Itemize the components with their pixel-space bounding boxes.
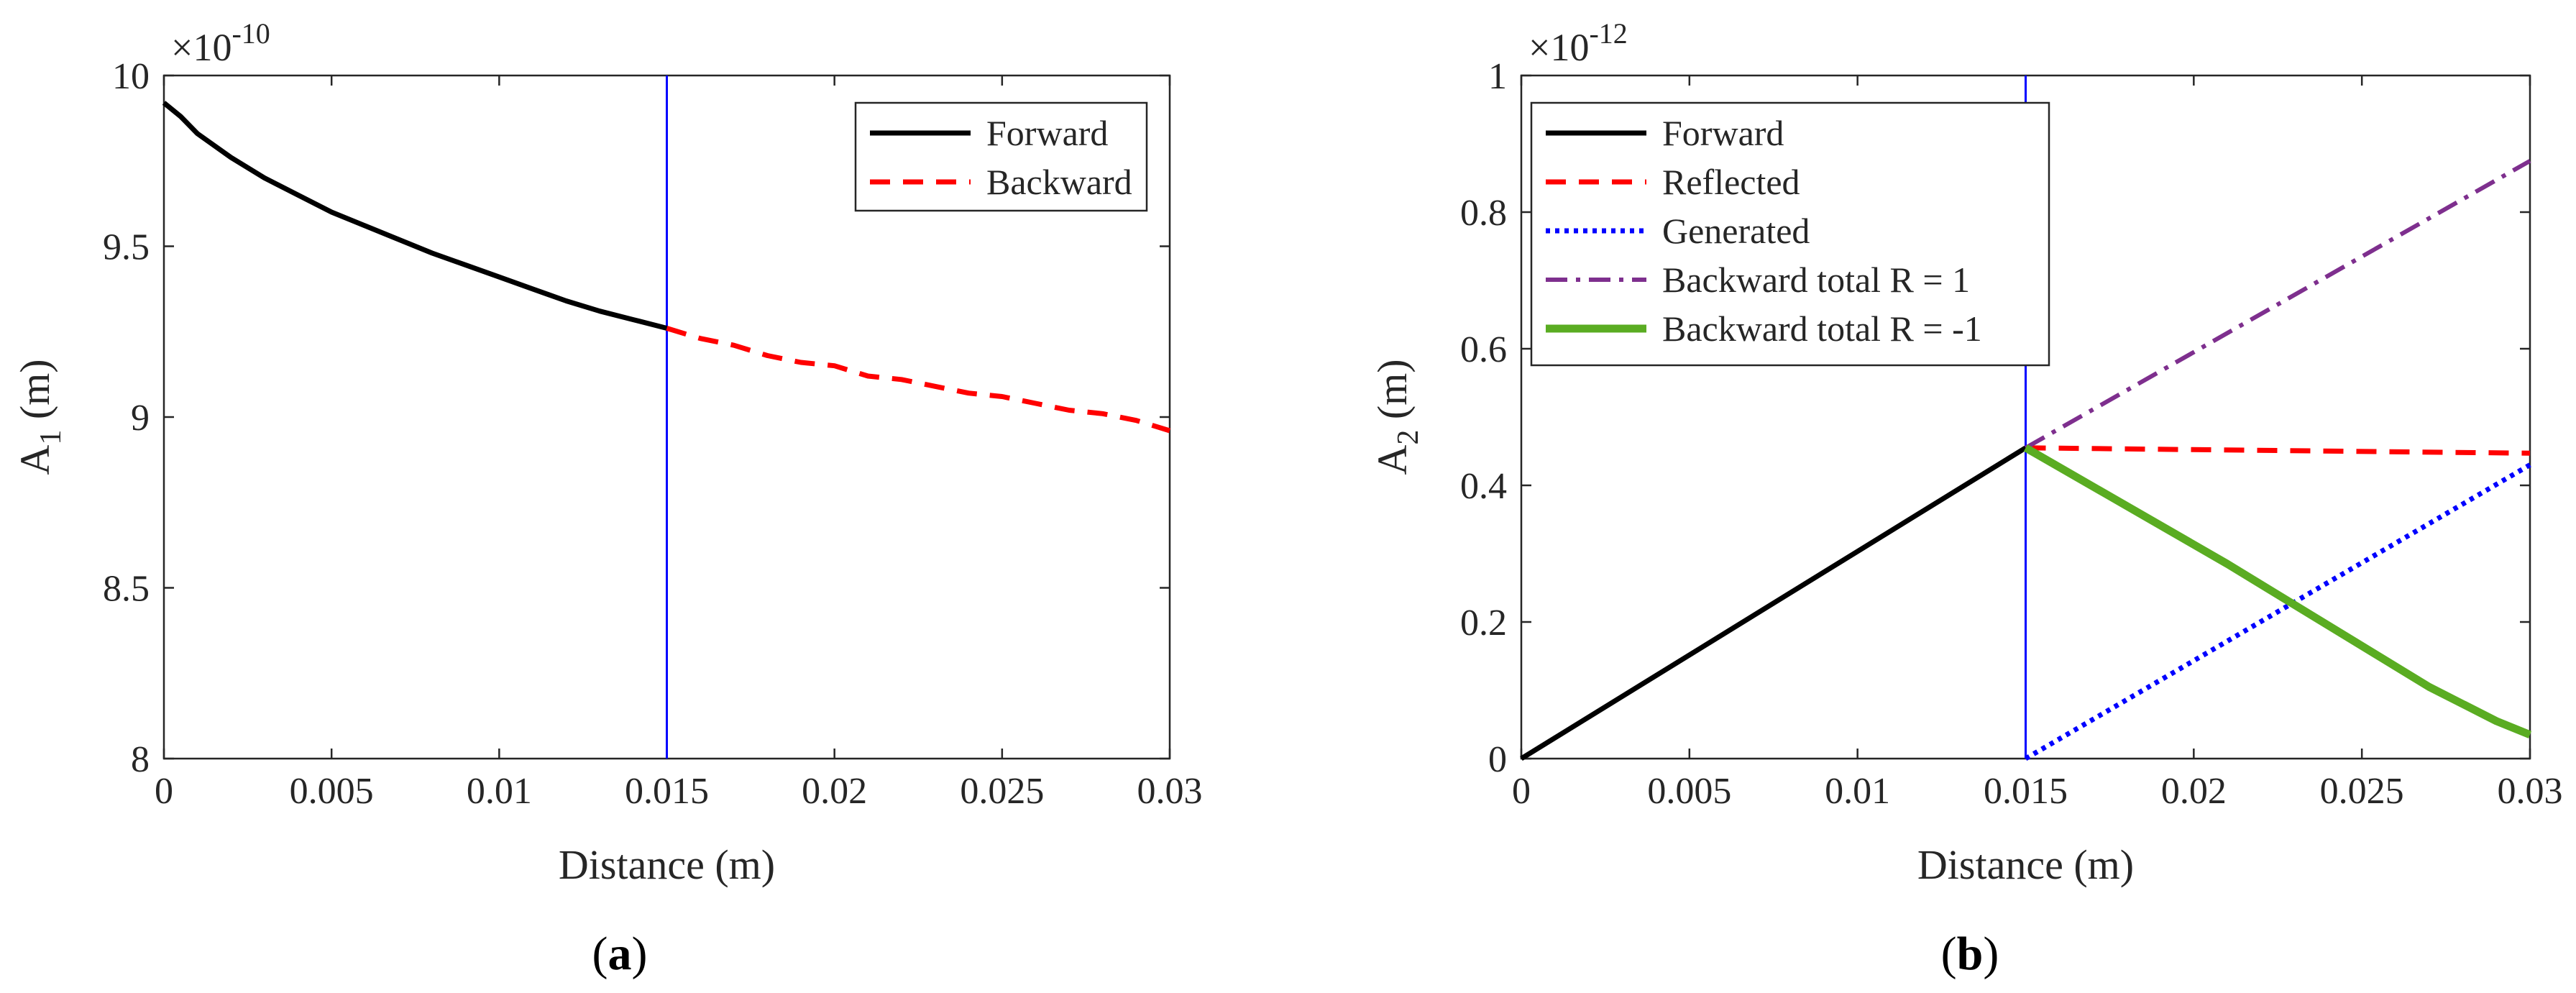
x-tick-label: 0 bbox=[1512, 771, 1531, 812]
y-tick-label: 8 bbox=[131, 739, 150, 780]
y-tick-label: 0.2 bbox=[1460, 603, 1507, 644]
series-line-generated bbox=[2024, 462, 2531, 761]
series-line-forward bbox=[1520, 445, 2027, 761]
panel-a-chart: 0 0.005 0.01 0.015 0.02 0.025 0.03 8 8.5 9 9.5 10 F… bbox=[12, 17, 1203, 980]
panel-label: (a) bbox=[592, 928, 648, 980]
y-tick-label: 9.5 bbox=[103, 227, 150, 268]
series-line-forward bbox=[162, 101, 668, 331]
legend: Forward Backward bbox=[854, 101, 1148, 212]
y-axis-label-symbol: A bbox=[1369, 445, 1416, 475]
y-tick-label: 0 bbox=[1488, 739, 1507, 780]
x-tick-label: 0.03 bbox=[1137, 771, 1203, 812]
axis-exponent-power: -12 bbox=[1589, 17, 1627, 50]
x-axis-label: Distance (m) bbox=[559, 841, 775, 888]
x-tick-label: 0.015 bbox=[625, 771, 709, 812]
panel-label-open: ( bbox=[1941, 928, 1957, 980]
axis-exponent-base: ×10 bbox=[171, 26, 232, 69]
y-axis-label: A1 (m) bbox=[12, 359, 68, 475]
y-tick-label: 0.6 bbox=[1460, 329, 1507, 370]
x-axis-label: Distance (m) bbox=[1917, 841, 2134, 888]
legend-box bbox=[854, 101, 1148, 212]
series-layer bbox=[162, 101, 1171, 434]
x-tick-label: 0.015 bbox=[1984, 771, 2068, 812]
y-tick-label: 9 bbox=[131, 398, 150, 439]
y-axis-label-unit: (m) bbox=[1369, 359, 1416, 429]
legend-label: Backward total R = 1 bbox=[1662, 260, 1970, 300]
x-tick-label: 0.005 bbox=[1647, 771, 1731, 812]
series-line-backward-total-r-1 bbox=[2025, 159, 2531, 450]
y-tick-label: 8.5 bbox=[103, 569, 150, 610]
x-tick-label: 0.03 bbox=[2498, 771, 2563, 812]
y-tick-label: 0.8 bbox=[1460, 193, 1507, 234]
axis-exponent-label: ×10-12 bbox=[1528, 17, 1628, 69]
axis-labels: Distance (m) A1 (m) ×10-10 (a) bbox=[12, 17, 775, 980]
x-tick-label: 0.025 bbox=[960, 771, 1044, 812]
y-axis-label-subscript: 2 bbox=[1392, 430, 1425, 445]
ticks-layer: 0 0.005 0.01 0.015 0.02 0.025 0.03 0 0.2 0.4 0.6 0.… bbox=[1460, 56, 2563, 812]
panel-label-letter: a bbox=[608, 928, 632, 980]
x-tick-label: 0.02 bbox=[802, 771, 867, 812]
series-line-backward-total-r-1 bbox=[2023, 444, 2532, 738]
series-line-reflected bbox=[2025, 445, 2531, 456]
y-tick-label: 1 bbox=[1488, 56, 1507, 97]
x-tick-label: 0.01 bbox=[1825, 771, 1890, 812]
panel-label-close: ) bbox=[1983, 928, 1999, 980]
legend: Forward Reflected Generated Backward total … bbox=[1530, 101, 2050, 367]
y-tick-label: 0.4 bbox=[1460, 466, 1507, 507]
axis-exponent-label: ×10-10 bbox=[171, 17, 270, 69]
panel-label-close: ) bbox=[632, 928, 648, 980]
x-tick-label: 0.025 bbox=[2320, 771, 2404, 812]
x-tick-label: 0 bbox=[155, 771, 173, 812]
legend-label: Reflected bbox=[1662, 162, 1800, 202]
x-tick-label: 0.02 bbox=[2161, 771, 2227, 812]
y-tick-label: 10 bbox=[112, 56, 150, 97]
axis-exponent-power: -10 bbox=[232, 17, 270, 50]
legend-box bbox=[1530, 101, 2050, 367]
panel-label-letter: b bbox=[1957, 928, 1984, 980]
series-layer bbox=[1520, 159, 2532, 761]
legend-label: Forward bbox=[1662, 113, 1784, 153]
ticks-layer: 0 0.005 0.01 0.015 0.02 0.025 0.03 8 8.5 9 9.5 10 bbox=[103, 56, 1203, 812]
panel-label: (b) bbox=[1941, 928, 1999, 980]
y-axis-label: A2 (m) bbox=[1369, 359, 1425, 475]
axis-exponent-base: ×10 bbox=[1528, 26, 1589, 69]
y-axis-label-symbol: A bbox=[12, 445, 58, 475]
y-axis-label-unit: (m) bbox=[12, 359, 58, 429]
x-tick-label: 0.005 bbox=[290, 771, 374, 812]
panel-label-open: ( bbox=[592, 928, 608, 980]
legend-label: Backward bbox=[986, 162, 1132, 202]
panel-b-chart: 0 0.005 0.01 0.015 0.02 0.025 0.03 0 0.2 0.4 0.6 0.… bbox=[1369, 17, 2563, 980]
legend-label: Forward bbox=[986, 113, 1108, 153]
y-axis-label-subscript: 1 bbox=[35, 430, 68, 445]
axis-labels: Distance (m) A2 (m) ×10-12 (b) bbox=[1369, 17, 2134, 980]
legend-label: Generated bbox=[1662, 211, 1810, 251]
x-tick-label: 0.01 bbox=[467, 771, 532, 812]
legend-label: Backward total R = -1 bbox=[1662, 308, 1982, 349]
